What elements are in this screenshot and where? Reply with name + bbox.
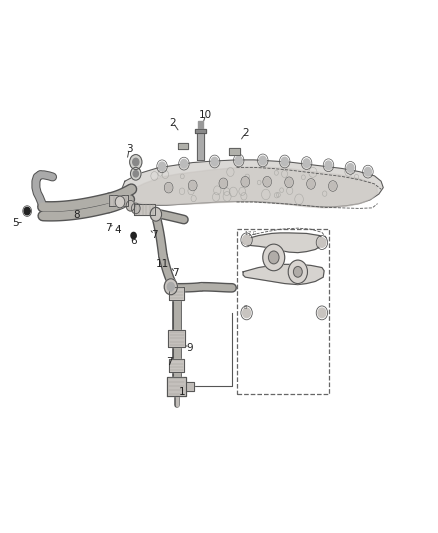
Bar (197, 131, 204, 160)
Bar (229, 148, 240, 155)
Text: 10: 10 (199, 110, 212, 119)
Circle shape (167, 282, 174, 291)
Bar (167, 377, 186, 396)
Polygon shape (243, 264, 324, 285)
Text: 7: 7 (166, 358, 173, 367)
Circle shape (268, 251, 279, 264)
Circle shape (131, 203, 140, 214)
Bar (169, 359, 184, 372)
Circle shape (243, 308, 251, 318)
Circle shape (126, 200, 135, 211)
Text: 1: 1 (178, 387, 185, 397)
Polygon shape (129, 167, 378, 208)
Text: 4: 4 (114, 225, 121, 235)
Text: 8: 8 (73, 211, 80, 220)
Circle shape (190, 182, 196, 189)
Circle shape (303, 159, 310, 167)
Circle shape (281, 157, 288, 166)
Polygon shape (243, 233, 324, 253)
Circle shape (364, 167, 371, 176)
Circle shape (288, 260, 307, 284)
Circle shape (325, 161, 332, 169)
Circle shape (131, 232, 136, 239)
Circle shape (259, 156, 266, 165)
Text: 2: 2 (170, 118, 177, 127)
Text: 2: 2 (242, 128, 249, 138)
Circle shape (164, 279, 177, 295)
Circle shape (308, 180, 314, 188)
Text: 5: 5 (12, 218, 19, 228)
Bar (169, 287, 184, 300)
Text: 7: 7 (172, 268, 179, 278)
Circle shape (242, 178, 248, 185)
Circle shape (211, 157, 218, 166)
Text: 9: 9 (186, 343, 193, 353)
Bar (109, 195, 128, 206)
Circle shape (24, 207, 30, 215)
Circle shape (180, 159, 187, 168)
Circle shape (293, 266, 302, 277)
Polygon shape (122, 160, 383, 207)
Circle shape (220, 180, 226, 187)
Circle shape (131, 167, 141, 180)
Circle shape (115, 196, 125, 208)
Text: 8: 8 (244, 305, 247, 310)
Bar (195, 129, 206, 133)
Text: 7: 7 (151, 230, 158, 239)
Text: 11: 11 (155, 259, 169, 269)
Text: 7: 7 (105, 223, 112, 232)
Text: 3: 3 (126, 144, 133, 154)
Bar (186, 382, 194, 391)
Circle shape (159, 162, 166, 171)
Bar (198, 121, 203, 129)
Text: 6: 6 (130, 237, 137, 246)
Circle shape (264, 178, 270, 185)
Circle shape (263, 244, 285, 271)
Circle shape (133, 158, 139, 166)
Bar (134, 204, 155, 215)
Text: 17 G: 17 G (245, 230, 257, 236)
Circle shape (318, 238, 326, 247)
Circle shape (318, 308, 326, 318)
Circle shape (286, 179, 292, 186)
Circle shape (347, 164, 354, 172)
Circle shape (130, 155, 142, 169)
Circle shape (243, 235, 251, 245)
Circle shape (150, 207, 162, 221)
Circle shape (330, 182, 336, 190)
Circle shape (235, 156, 242, 165)
Bar (178, 143, 188, 149)
Bar (237, 229, 328, 394)
Circle shape (166, 184, 172, 191)
Bar (168, 330, 185, 347)
Circle shape (133, 171, 138, 177)
